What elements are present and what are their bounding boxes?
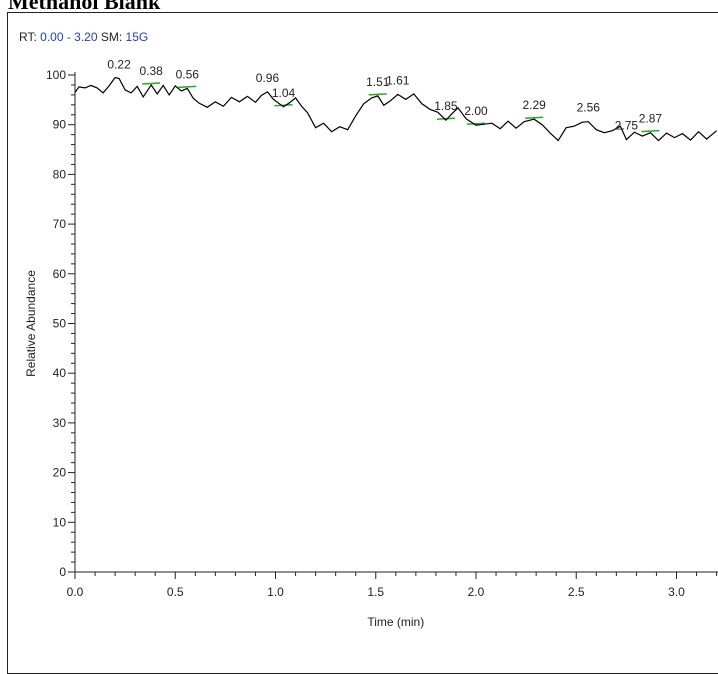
peak-label: 2.29 <box>522 98 546 112</box>
y-tick-label: 10 <box>53 515 67 529</box>
peak-label: 2.75 <box>615 119 639 133</box>
y-tick-label: 90 <box>53 118 67 132</box>
x-tick-label: 2.0 <box>468 585 485 599</box>
y-tick-label: 80 <box>53 167 67 181</box>
rt-range-value: 0.00 - 3.20 <box>40 30 98 44</box>
peak-label: 2.56 <box>577 101 601 115</box>
peak-label: 1.51 <box>366 75 390 89</box>
x-tick-label: 1.5 <box>367 585 384 599</box>
y-tick-label: 30 <box>53 416 67 430</box>
x-axis-ticks: 0.0 0.5 1.0 1.5 2.0 2.5 3.0 <box>67 572 718 599</box>
peak-marker <box>466 122 486 125</box>
peak-marker <box>525 116 544 119</box>
y-tick-label: 40 <box>53 366 67 380</box>
sm-label: SM: <box>100 30 123 44</box>
x-tick-label: 3.0 <box>668 585 685 599</box>
peak-label: 1.85 <box>434 99 458 113</box>
page-heading: Methanol Blank <box>8 0 161 14</box>
x-tick-label: 2.5 <box>568 585 585 599</box>
y-tick-label: 50 <box>53 317 67 331</box>
peak-label: 2.00 <box>464 104 488 118</box>
chromatogram-chart: 0 10 20 30 40 50 60 70 80 90 100 0.0 0.5 1.0 1.5 2.0 2.… <box>24 57 718 629</box>
x-tick-label: 1.0 <box>267 585 284 599</box>
peak-label: 2.87 <box>639 112 663 126</box>
peak-label: 0.56 <box>176 67 200 81</box>
peak-label: 1.61 <box>386 73 410 87</box>
peak-marker <box>274 104 293 107</box>
peak-marker <box>142 82 161 85</box>
y-axis-title: Relative Abundance <box>24 270 38 377</box>
sm-value: 15G <box>125 30 149 44</box>
abundance-trace <box>74 76 717 142</box>
peak-labels: 0.22 0.38 0.56 0.961.04 1.511.61 1.85 2.00 2.29… <box>107 57 662 132</box>
peak-label: 0.22 <box>107 57 131 71</box>
y-tick-label: 100 <box>46 68 66 82</box>
y-tick-label: 20 <box>53 466 67 480</box>
peak-markers <box>142 82 660 133</box>
peak-marker <box>368 93 387 96</box>
x-tick-label: 0.5 <box>167 585 184 599</box>
peak-label: 1.04 <box>272 86 296 100</box>
y-tick-label: 0 <box>59 565 66 579</box>
x-axis-title: Time (min) <box>367 615 424 629</box>
rt-label: RT: <box>19 30 37 44</box>
y-axis-ticks: 0 10 20 30 40 50 60 70 80 90 100 <box>46 68 75 579</box>
peak-marker <box>641 129 660 133</box>
peak-label: 0.38 <box>140 64 164 78</box>
chart-axes <box>74 72 718 573</box>
peak-label: 0.96 <box>256 71 280 85</box>
scan-info-header: RT: 0.00 - 3.20 SM: 15G <box>19 30 148 44</box>
y-tick-label: 70 <box>53 217 67 231</box>
peak-marker <box>436 117 455 120</box>
peak-marker <box>178 85 197 89</box>
y-tick-label: 60 <box>53 267 67 281</box>
x-tick-label: 0.0 <box>67 585 84 599</box>
